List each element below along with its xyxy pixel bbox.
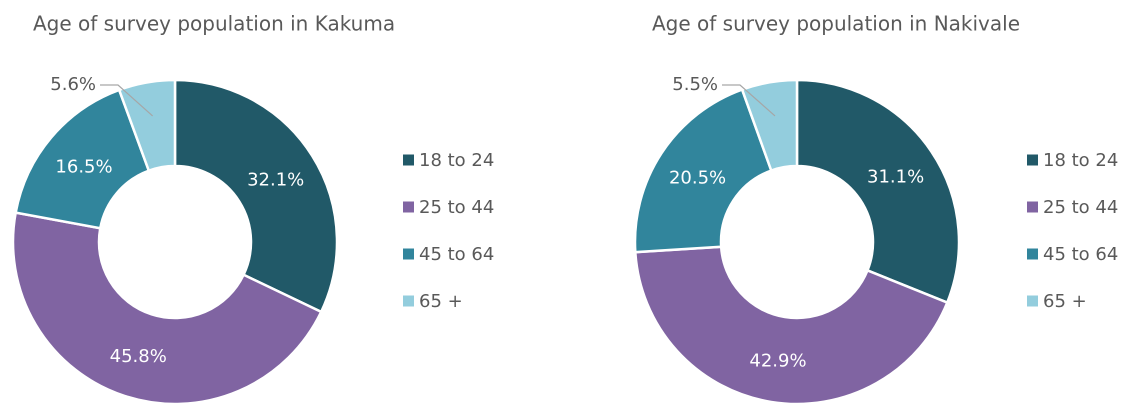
legend-swatch	[1027, 248, 1038, 260]
legend-label: 18 to 24	[1043, 150, 1118, 171]
legend-label: 45 to 64	[1043, 244, 1118, 265]
slice-label: 32.1%	[247, 170, 304, 191]
slice-label: 20.5%	[669, 168, 726, 189]
slice-label: 42.9%	[749, 350, 806, 371]
slice	[795, 78, 961, 305]
legend-swatch	[403, 154, 414, 166]
slice	[14, 88, 151, 230]
leader-line	[722, 84, 776, 117]
chart-title: Age of survey population in Nakivale	[652, 12, 1020, 36]
legend-swatch	[403, 201, 414, 213]
legend-swatch	[403, 248, 414, 260]
legend-swatch	[1027, 201, 1038, 213]
legend-label: 18 to 24	[419, 150, 494, 171]
slice-label: 45.8%	[110, 346, 167, 367]
legend-swatch	[1027, 295, 1038, 307]
legend-label: 25 to 44	[419, 197, 494, 218]
legend-label: 45 to 64	[419, 244, 494, 265]
slice-label: 31.1%	[867, 166, 924, 187]
slice-label: 5.6%	[50, 74, 96, 95]
slice-label: 5.5%	[672, 74, 718, 95]
slice	[633, 245, 949, 403]
slice	[633, 87, 773, 254]
legend-label: 65 +	[419, 291, 463, 312]
legend-label: 25 to 44	[1043, 197, 1118, 218]
slice	[173, 78, 339, 314]
leader-line	[100, 84, 153, 117]
chart-title: Age of survey population in Kakuma	[33, 12, 395, 36]
legend-swatch	[403, 295, 414, 307]
slice	[11, 211, 323, 403]
slice-label: 16.5%	[55, 156, 112, 177]
slice	[740, 78, 799, 173]
legend-label: 65 +	[1043, 291, 1087, 312]
slice	[117, 78, 177, 173]
legend-swatch	[1027, 154, 1038, 166]
